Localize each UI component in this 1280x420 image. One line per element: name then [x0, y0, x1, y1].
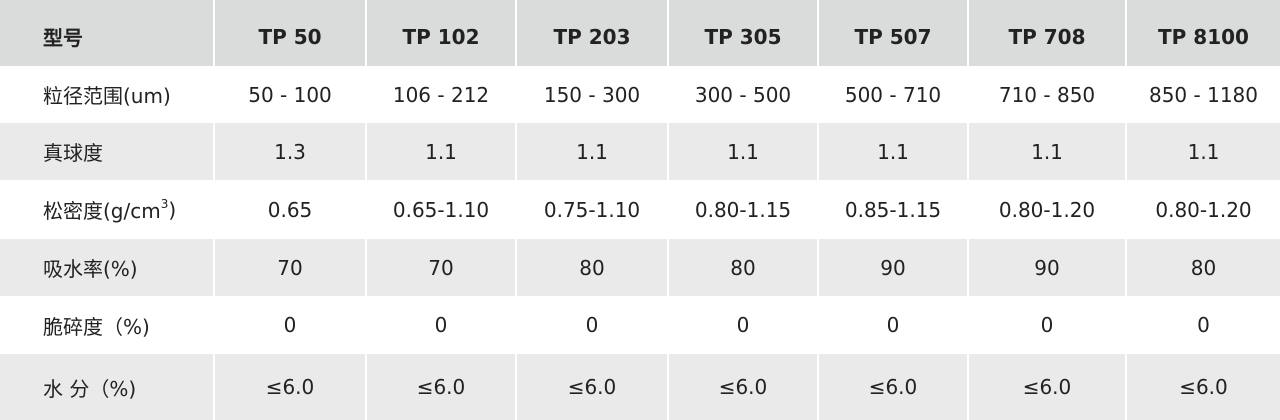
table-cell: ≤6.0	[517, 354, 669, 420]
table-cell: 0.80-1.15	[669, 180, 819, 239]
table-cell: 0.65	[215, 180, 367, 239]
table-cell: 70	[367, 239, 517, 296]
table-cell: 90	[819, 239, 969, 296]
header-model-cell: TP 708	[969, 0, 1127, 66]
table-cell: 80	[517, 239, 669, 296]
table-cell: 1.1	[517, 123, 669, 180]
row-label: 吸水率(%)	[0, 239, 215, 296]
table-cell: 70	[215, 239, 367, 296]
row-label: 真球度	[0, 123, 215, 180]
table-cell: ≤6.0	[367, 354, 517, 420]
table-cell: 90	[969, 239, 1127, 296]
table-cell: 0	[669, 296, 819, 354]
header-model-cell: TP 8100	[1127, 0, 1280, 66]
row-label: 脆碎度（%)	[0, 296, 215, 354]
table-cell: 80	[1127, 239, 1280, 296]
header-model-cell: TP 102	[367, 0, 517, 66]
table-cell: 710 - 850	[969, 66, 1127, 123]
table-cell: 106 - 212	[367, 66, 517, 123]
superscript: 3	[160, 196, 169, 211]
table-cell: 0.80-1.20	[969, 180, 1127, 239]
row-label-text: 松密度(g/cm	[43, 199, 161, 223]
table-cell: 300 - 500	[669, 66, 819, 123]
table-cell: 0	[367, 296, 517, 354]
row-label: 松密度(g/cm 3)	[0, 180, 215, 239]
table-cell: 0.75-1.10	[517, 180, 669, 239]
table-cell: ≤6.0	[215, 354, 367, 420]
table-cell: 80	[669, 239, 819, 296]
table-cell: 150 - 300	[517, 66, 669, 123]
table-cell: 1.1	[669, 123, 819, 180]
table-cell: ≤6.0	[969, 354, 1127, 420]
table-cell: 1.1	[1127, 123, 1280, 180]
table-cell: ≤6.0	[819, 354, 969, 420]
table-cell: 500 - 710	[819, 66, 969, 123]
table-cell: 0	[215, 296, 367, 354]
table-cell: 0.85-1.15	[819, 180, 969, 239]
header-label-model: 型号	[0, 0, 215, 66]
header-model-cell: TP 50	[215, 0, 367, 66]
header-model-cell: TP 507	[819, 0, 969, 66]
table-cell: 850 - 1180	[1127, 66, 1280, 123]
table-cell: 1.1	[819, 123, 969, 180]
table-cell: 0	[517, 296, 669, 354]
header-model-cell: TP 203	[517, 0, 669, 66]
table-cell: 0.80-1.20	[1127, 180, 1280, 239]
table-cell: 1.1	[367, 123, 517, 180]
table-cell: 1.3	[215, 123, 367, 180]
row-label-tail: )	[168, 197, 177, 222]
table-cell: 0.65-1.10	[367, 180, 517, 239]
row-label: 水 分（%)	[0, 354, 215, 420]
table-cell: ≤6.0	[1127, 354, 1280, 420]
table-cell: 50 - 100	[215, 66, 367, 123]
table-cell: 1.1	[969, 123, 1127, 180]
row-label: 粒径范围(um)	[0, 66, 215, 123]
table-cell: 0	[819, 296, 969, 354]
table-cell: ≤6.0	[669, 354, 819, 420]
table-cell: 0	[969, 296, 1127, 354]
table-cell: 0	[1127, 296, 1280, 354]
header-model-cell: TP 305	[669, 0, 819, 66]
